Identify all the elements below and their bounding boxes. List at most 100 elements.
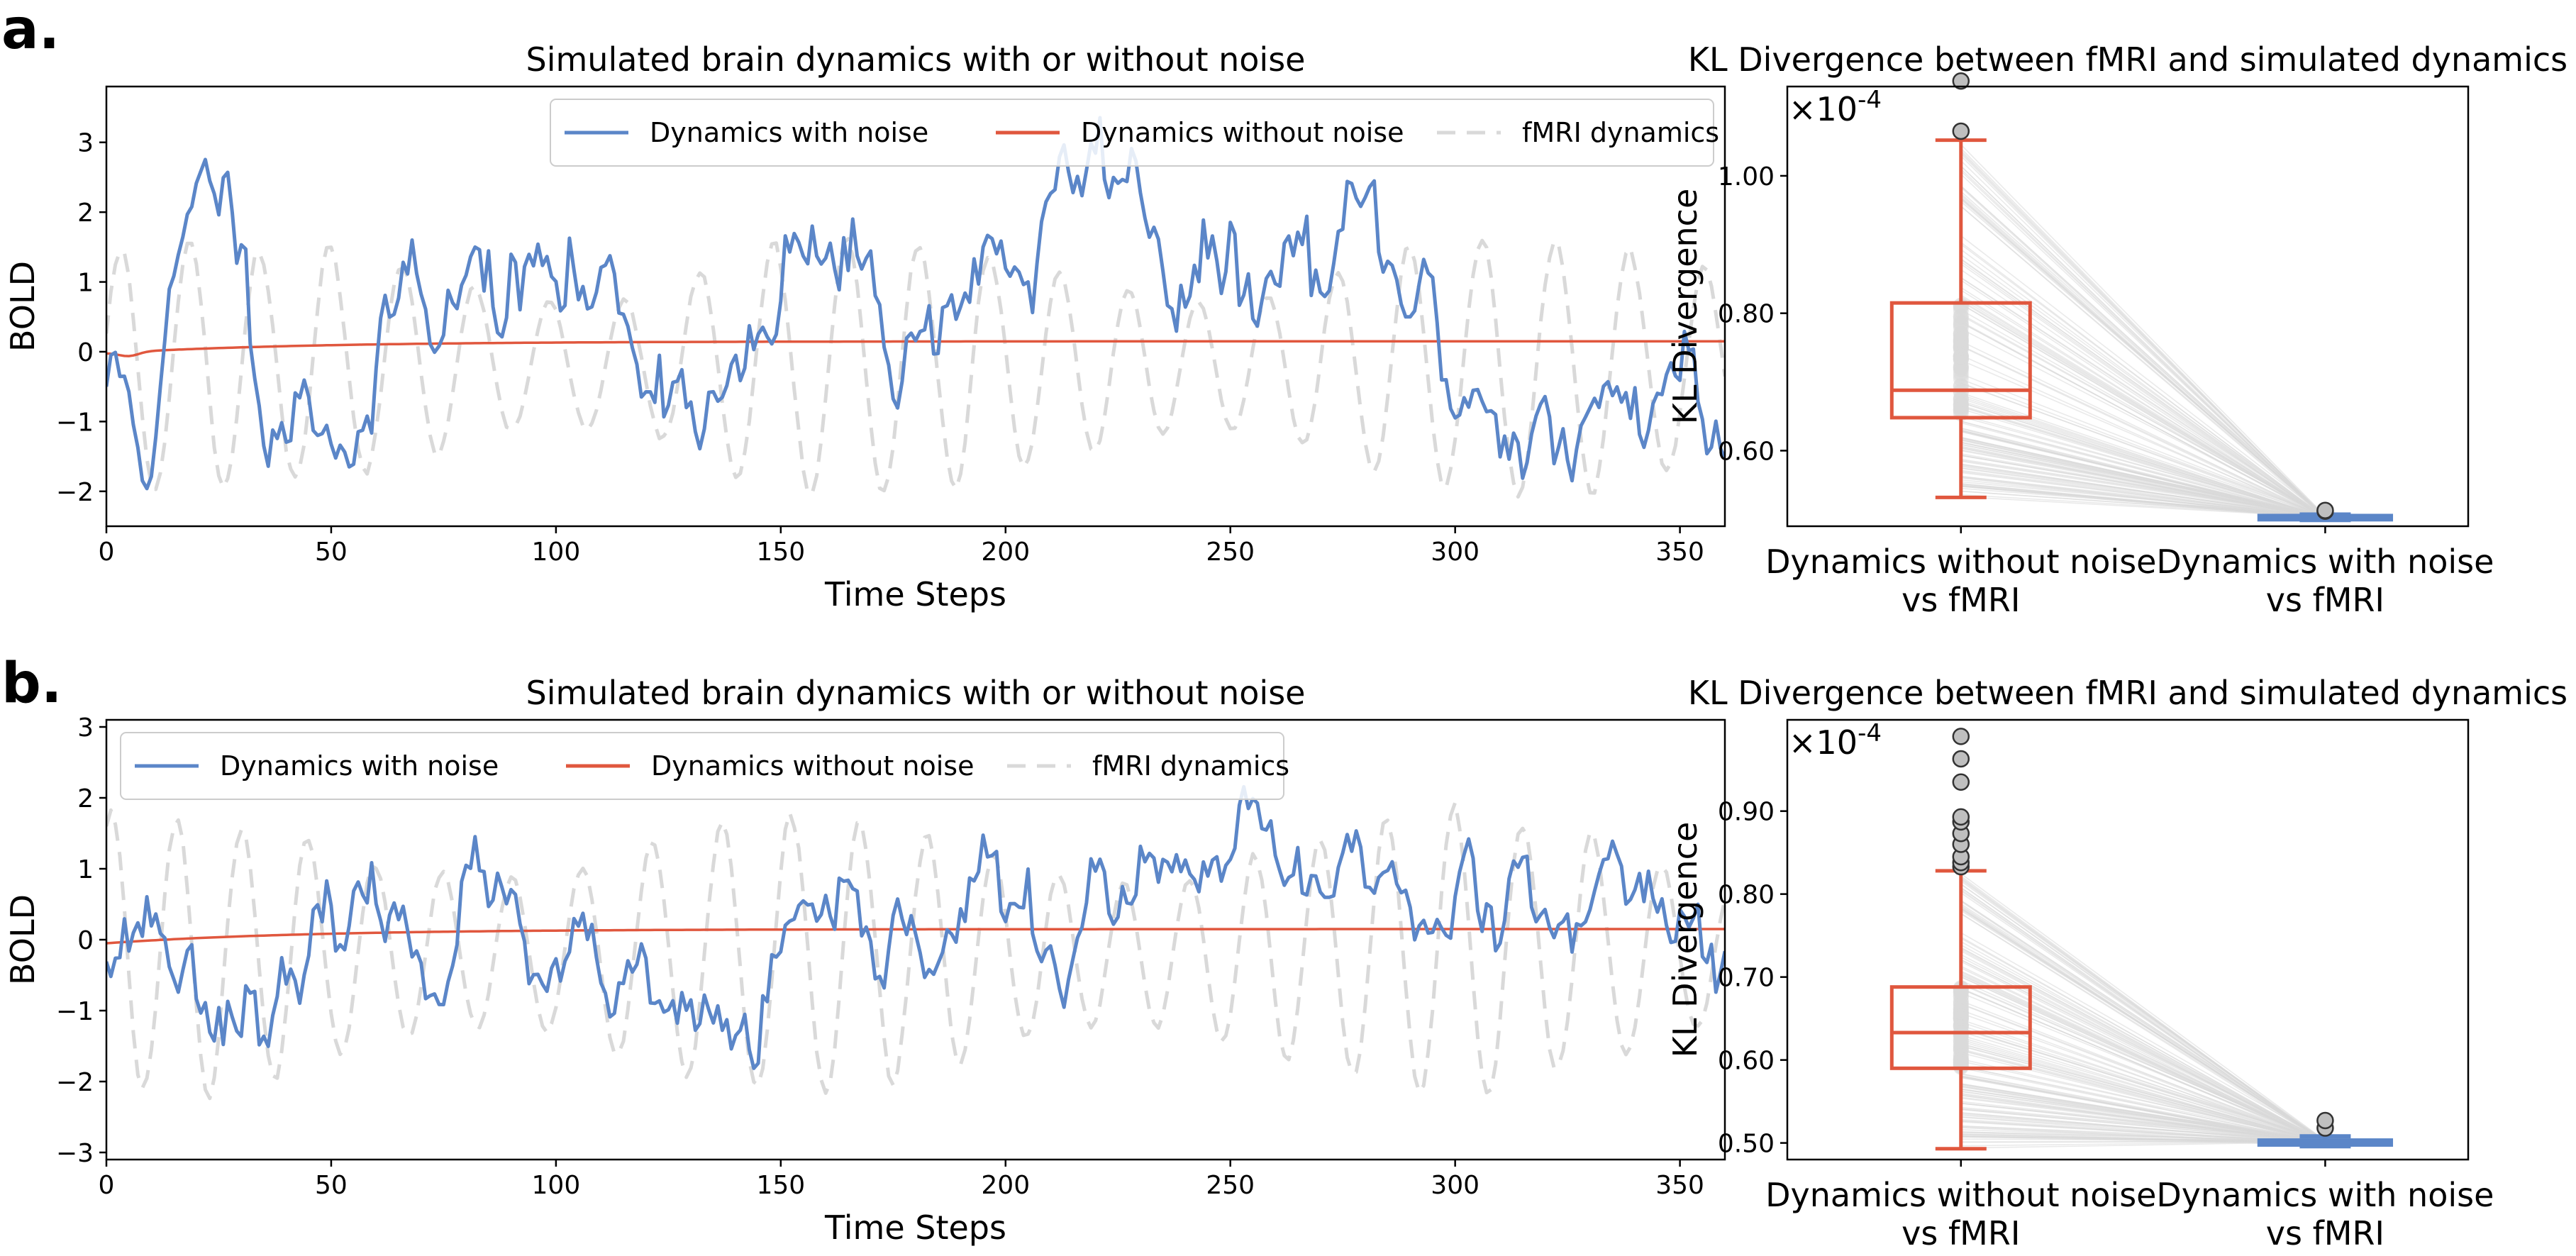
x-tick-label: 350 <box>1655 1171 1704 1200</box>
panel-a-line-chart: 0 50 100 150 200 250 300 350 −2 −1 0 1 2 3 Time Steps B… <box>4 40 1726 613</box>
paired-line <box>1960 479 2326 518</box>
x-tick-label: 100 <box>532 538 581 567</box>
y-tick-label: 0 <box>77 338 94 367</box>
chart-title: Simulated brain dynamics with or without… <box>526 40 1306 79</box>
paired-line <box>1960 269 2326 519</box>
y-tick-label: 0.50 <box>1718 1130 1775 1159</box>
legend-box <box>550 99 1714 167</box>
series-line-dynamics-with-noise <box>106 784 1725 1070</box>
panel-b-line-chart: 0 50 100 150 200 250 300 350 −3 −2 −1 0 1 2 3 Time Step… <box>4 674 1726 1247</box>
data-point <box>1953 340 1969 356</box>
legend-label: Dynamics with noise <box>220 750 499 782</box>
x-category-label: Dynamics without noise <box>1765 1176 2156 1214</box>
paired-line <box>1960 340 2326 519</box>
paired-line <box>1960 249 2326 520</box>
y-tick-label: 0.90 <box>1718 798 1775 827</box>
paired-line <box>1960 373 2326 517</box>
box-body <box>1889 301 2032 420</box>
paired-line <box>1960 883 2326 1143</box>
x-tick-label: 300 <box>1431 1171 1479 1200</box>
paired-line <box>1960 1108 2326 1141</box>
paired-line <box>1960 345 2326 520</box>
y-tick-label: 1 <box>77 269 94 298</box>
y-axis-label: BOLD <box>4 261 42 352</box>
series-line-fmri-dynamics <box>106 237 1725 499</box>
y-axis-label: BOLD <box>4 894 42 985</box>
panel-b-letter: b. <box>1 652 62 716</box>
paired-line <box>1960 413 2326 518</box>
paired-line <box>1960 465 2326 518</box>
y-tick-label: 1.00 <box>1718 162 1775 191</box>
paired-line <box>1960 206 2326 518</box>
data-point <box>1953 327 1969 343</box>
y-tick-label: 2 <box>77 199 94 228</box>
paired-line <box>1960 1075 2326 1144</box>
outlier-point <box>1952 750 1970 768</box>
paired-line <box>1960 394 2326 519</box>
paired-line <box>1960 360 2326 518</box>
paired-line <box>1960 1108 2326 1143</box>
y-tick-label: 3 <box>77 129 94 158</box>
outlier-point <box>2316 501 2334 519</box>
legend-label: fMRI dynamics <box>1522 117 1719 148</box>
axis-scale-label: ×10-4 <box>1789 719 1882 762</box>
chart-title: Simulated brain dynamics with or without… <box>526 674 1306 712</box>
series-line-dynamics-with-noise <box>106 116 1725 491</box>
data-point <box>1953 401 1969 418</box>
paired-line <box>1960 972 2326 1143</box>
axis-scale-exponent: -4 <box>1858 719 1882 748</box>
outlier-point <box>1952 773 1970 791</box>
paired-line <box>1960 279 2326 520</box>
x-tick-label: 0 <box>99 1171 115 1200</box>
paired-line <box>1960 1030 2326 1145</box>
x-tick-label: 0 <box>99 538 115 567</box>
outlier-point <box>2316 1111 2334 1130</box>
y-axis-label: KL Divergence <box>1666 822 1704 1058</box>
x-tick-label: 150 <box>756 1171 805 1200</box>
data-point <box>1953 360 1969 377</box>
paired-line <box>1960 460 2326 517</box>
box-body <box>1889 985 2032 1070</box>
paired-line <box>1960 185 2326 518</box>
paired-line <box>1960 315 2326 518</box>
paired-line <box>1960 1045 2326 1144</box>
x-tick-label: 50 <box>315 538 348 567</box>
paired-line <box>1960 490 2326 518</box>
paired-line <box>1960 1058 2326 1143</box>
paired-line <box>1960 144 2326 517</box>
x-category-label: Dynamics without noise <box>1765 543 2156 581</box>
outlier-point <box>1952 72 1970 90</box>
legend-label: Dynamics without noise <box>1081 117 1404 148</box>
paired-line <box>1960 1012 2326 1143</box>
x-tick-label: 250 <box>1206 1171 1255 1200</box>
paired-line <box>1960 984 2326 1142</box>
y-axis-label: KL Divergence <box>1666 189 1704 425</box>
paired-line <box>1960 987 2326 1145</box>
legend-label: Dynamics with noise <box>650 117 928 148</box>
paired-line <box>1960 1003 2326 1143</box>
panel-b-box-chart: 0.50 0.60 0.70 0.80 0.90 ×10-4 Dynamics withou… <box>1666 674 2567 1252</box>
y-tick-label: 0 <box>77 926 94 955</box>
paired-line <box>1960 938 2326 1144</box>
paired-line <box>1960 932 2326 1142</box>
paired-line <box>1960 469 2326 519</box>
x-tick-label: 300 <box>1431 538 1479 567</box>
x-tick-label: 200 <box>981 1171 1030 1200</box>
y-tick-label: 0.80 <box>1718 300 1775 329</box>
x-tick-label: 150 <box>756 538 805 567</box>
paired-line <box>1960 168 2326 519</box>
x-category-label: vs fMRI <box>2266 581 2385 619</box>
paired-line <box>1960 379 2326 518</box>
paired-line <box>1960 401 2326 519</box>
paired-line <box>1960 235 2326 517</box>
paired-line <box>1960 1000 2326 1145</box>
paired-line <box>1960 1088 2326 1144</box>
y-tick-label: 0.60 <box>1718 437 1775 466</box>
x-category-label: vs fMRI <box>2266 1214 2385 1252</box>
y-tick-label: 3 <box>77 713 94 743</box>
y-tick-label: −3 <box>56 1139 94 1168</box>
paired-line <box>1960 201 2326 517</box>
series-line-fmri-dynamics <box>106 801 1725 1101</box>
